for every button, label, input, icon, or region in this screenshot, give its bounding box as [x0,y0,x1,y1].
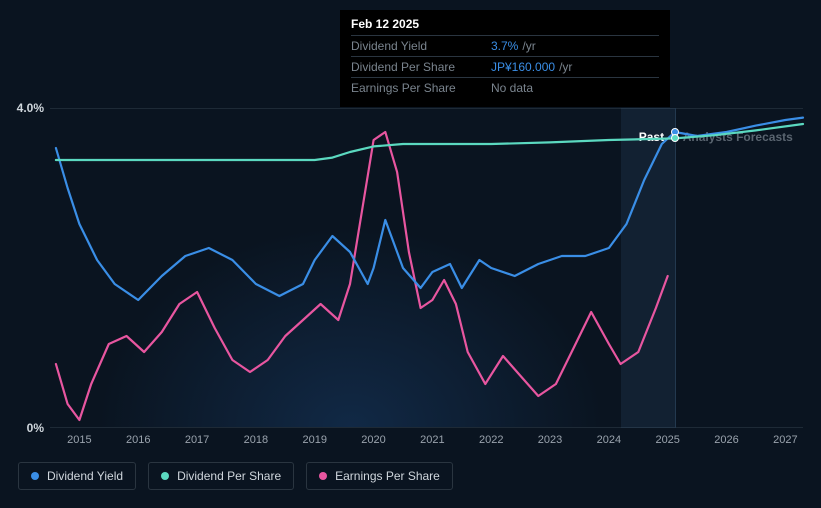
dividend-chart: Feb 12 2025 Dividend Yield3.7%/yrDividen… [0,0,821,508]
x-tick-label: 2016 [126,434,150,446]
y-tick-min: 0% [27,421,44,435]
tooltip-row: Dividend Per ShareJP¥160.000/yr [351,56,659,77]
legend-item-earnings-per-share[interactable]: Earnings Per Share [306,462,453,490]
plot-area[interactable]: 4.0% 0% Past Analysts Forecasts 20152016… [50,108,803,428]
tooltip-date: Feb 12 2025 [351,17,659,35]
tooltip-row-label: Earnings Per Share [351,81,491,95]
tooltip-row: Earnings Per ShareNo data [351,77,659,98]
x-tick-label: 2024 [597,434,621,446]
tooltip-row-label: Dividend Per Share [351,60,491,74]
legend: Dividend Yield Dividend Per Share Earnings… [18,462,453,490]
x-tick-label: 2017 [185,434,209,446]
x-tick-label: 2015 [67,434,91,446]
x-tick-label: 2027 [773,434,797,446]
x-tick-label: 2026 [714,434,738,446]
x-tick-label: 2025 [655,434,679,446]
series-earnings-per-share [56,132,668,420]
legend-label: Dividend Per Share [177,469,281,483]
x-tick-label: 2021 [420,434,444,446]
x-tick-label: 2019 [302,434,326,446]
chart-tooltip: Feb 12 2025 Dividend Yield3.7%/yrDividen… [340,10,670,107]
chart-svg [50,108,803,428]
legend-dot-icon [31,472,39,480]
legend-label: Earnings Per Share [335,469,440,483]
tooltip-row-label: Dividend Yield [351,39,491,53]
tooltip-row-value: 3.7% [491,39,518,53]
tooltip-row-unit: /yr [559,60,572,74]
tooltip-row-unit: /yr [522,39,535,53]
x-tick-label: 2018 [244,434,268,446]
series-marker [671,134,679,142]
tooltip-row-value: No data [491,81,533,95]
tooltip-row: Dividend Yield3.7% /yr [351,35,659,56]
legend-dot-icon [161,472,169,480]
y-tick-max: 4.0% [17,101,44,115]
legend-dot-icon [319,472,327,480]
x-axis-labels: 2015 2016 2017 2018 2019 2020 2021 2022 2023 2024… [50,434,803,450]
x-tick-label: 2020 [361,434,385,446]
series-dividend-per-share [56,124,803,160]
x-tick-label: 2022 [479,434,503,446]
tooltip-row-value: JP¥160.000 [491,60,555,74]
legend-item-dividend-per-share[interactable]: Dividend Per Share [148,462,294,490]
x-tick-label: 2023 [538,434,562,446]
legend-item-dividend-yield[interactable]: Dividend Yield [18,462,136,490]
legend-label: Dividend Yield [47,469,123,483]
